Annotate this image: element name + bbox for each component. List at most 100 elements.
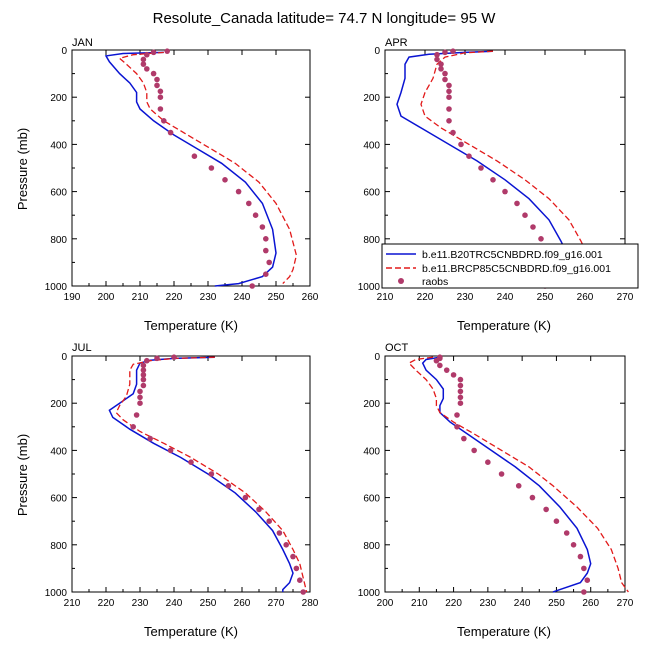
raobs-point-apr — [446, 94, 452, 100]
raobs-point-apr — [434, 56, 440, 63]
x-tick-label-jan: 240 — [234, 292, 251, 303]
x-tick-label-apr: 240 — [497, 292, 514, 303]
raobs-point-jul — [167, 447, 174, 454]
raobs-point-oct — [457, 400, 464, 407]
x-tick-label-jul: 270 — [268, 598, 285, 609]
panel-label-jul: JUL — [72, 342, 92, 354]
y-tick-label-jan: 0 — [61, 46, 67, 57]
raobs-point-jan — [150, 70, 157, 77]
x-axis-label-jan: Temperature (K) — [144, 318, 238, 333]
raobs-point-jul — [147, 435, 153, 442]
series-brcp85-line-jul — [115, 356, 308, 593]
y-tick-label-oct: 200 — [363, 399, 380, 410]
raobs-point-jan — [259, 224, 266, 230]
raobs-point-oct — [454, 424, 460, 430]
raobs-point-jul — [140, 382, 147, 389]
raobs-point-apr — [522, 212, 528, 218]
x-tick-label-jan: 190 — [64, 292, 81, 303]
raobs-point-oct — [581, 565, 587, 572]
raobs-point-jul — [300, 589, 307, 595]
y-tick-label-oct: 600 — [363, 494, 380, 505]
raobs-point-oct — [457, 376, 464, 383]
raobs-point-jan — [154, 76, 160, 83]
plot-frame-jul — [71, 355, 311, 593]
panel-oct: OCT Temperature (K) 200 210 220 230 240 250 26… — [358, 342, 634, 639]
raobs-point-jan — [140, 61, 147, 67]
raobs-point-jul — [293, 565, 300, 572]
raobs-point-oct — [461, 435, 467, 442]
raobs-point-oct — [553, 518, 560, 524]
raobs-point-apr — [442, 49, 448, 56]
raobs-point-jan — [157, 94, 164, 100]
x-axis-label-oct: Temperature (K) — [457, 624, 551, 639]
legend: b.e11.B20TRC5CNBDRD.f09_g16.001 b.e11.BR… — [381, 243, 639, 289]
y-axis-label-jul: Pressure (mb) — [15, 434, 30, 516]
raobs-point-oct — [543, 506, 549, 513]
raobs-point-jul — [130, 424, 136, 430]
raobs-point-jul — [154, 355, 160, 362]
raobs-point-jul — [171, 354, 177, 360]
raobs-point-oct — [457, 388, 464, 395]
x-tick-label-jul: 260 — [234, 598, 251, 609]
x-tick-label-jan: 200 — [98, 292, 115, 303]
y-tick-label-jul: 400 — [50, 446, 67, 457]
raobs-point-jul — [266, 518, 273, 524]
x-tick-label-apr: 250 — [537, 292, 554, 303]
raobs-point-jul — [242, 494, 249, 501]
x-tick-label-jul: 250 — [200, 598, 217, 609]
raobs-point-oct — [457, 394, 464, 401]
x-tick-label-oct: 230 — [480, 598, 497, 609]
plot-frame-jan — [71, 49, 311, 287]
raobs-point-apr — [446, 106, 452, 112]
legend-entry-1: b.e11.B20TRC5CNBDRD.f09_g16.001 — [422, 249, 603, 261]
y-tick-label-apr: 800 — [363, 235, 380, 246]
x-tick-label-oct: 250 — [548, 598, 565, 609]
y-tick-label-apr: 0 — [374, 46, 380, 57]
raobs-point-jul — [140, 367, 147, 373]
raobs-point-jan — [263, 247, 269, 254]
legend-box — [381, 243, 639, 289]
raobs-point-oct — [454, 412, 460, 418]
x-tick-label-jan: 230 — [200, 292, 217, 303]
raobs-point-jan — [150, 49, 157, 56]
y-tick-label-jul: 0 — [61, 352, 67, 363]
panel-jan: JAN Temperature (K) Pressure (mb) 190 200… — [15, 37, 319, 333]
y-tick-label-jan: 800 — [50, 235, 67, 246]
x-axis-label-jul: Temperature (K) — [144, 624, 238, 639]
x-tick-label-jul: 230 — [132, 598, 149, 609]
raobs-point-jul — [188, 459, 194, 466]
raobs-point-jan — [222, 177, 228, 183]
raobs-point-jul — [137, 388, 143, 395]
x-tick-label-oct: 260 — [582, 598, 599, 609]
y-tick-label-jan: 400 — [50, 140, 67, 151]
y-tick-label-oct: 1000 — [358, 588, 381, 599]
raobs-point-jan — [208, 165, 215, 171]
raobs-point-jan — [157, 88, 164, 95]
raobs-point-apr — [458, 141, 464, 148]
x-tick-label-jan: 250 — [268, 292, 285, 303]
raobs-point-oct — [443, 367, 450, 373]
raobs-point-oct — [498, 471, 505, 477]
raobs-point-jan — [167, 129, 174, 136]
legend-entry-2: b.e11.BRCP85C5CNBDRD.f09_g16.001 — [422, 263, 611, 275]
x-tick-label-oct: 210 — [411, 598, 428, 609]
raobs-point-apr — [450, 129, 456, 136]
y-tick-label-jan: 600 — [50, 188, 67, 199]
raobs-point-jul — [297, 577, 303, 583]
raobs-point-apr — [450, 48, 456, 54]
raobs-point-jan — [266, 259, 273, 266]
raobs-point-jul — [225, 483, 232, 489]
y-tick-label-oct: 800 — [363, 541, 380, 552]
series-b20trc5-line-jan — [104, 51, 277, 287]
y-tick-label-apr: 1000 — [358, 282, 381, 293]
y-tick-label-apr: 400 — [363, 140, 380, 151]
panel-jul: JUL Temperature (K) Pressure (mb) 210 220… — [15, 342, 319, 639]
raobs-point-oct — [515, 483, 522, 489]
raobs-point-apr — [538, 236, 544, 242]
series-b20trc5-line-jul — [108, 356, 294, 592]
raobs-point-oct — [529, 494, 536, 501]
y-tick-label-apr: 600 — [363, 188, 380, 199]
x-tick-label-oct: 270 — [617, 598, 634, 609]
x-tick-label-jan: 210 — [132, 292, 149, 303]
